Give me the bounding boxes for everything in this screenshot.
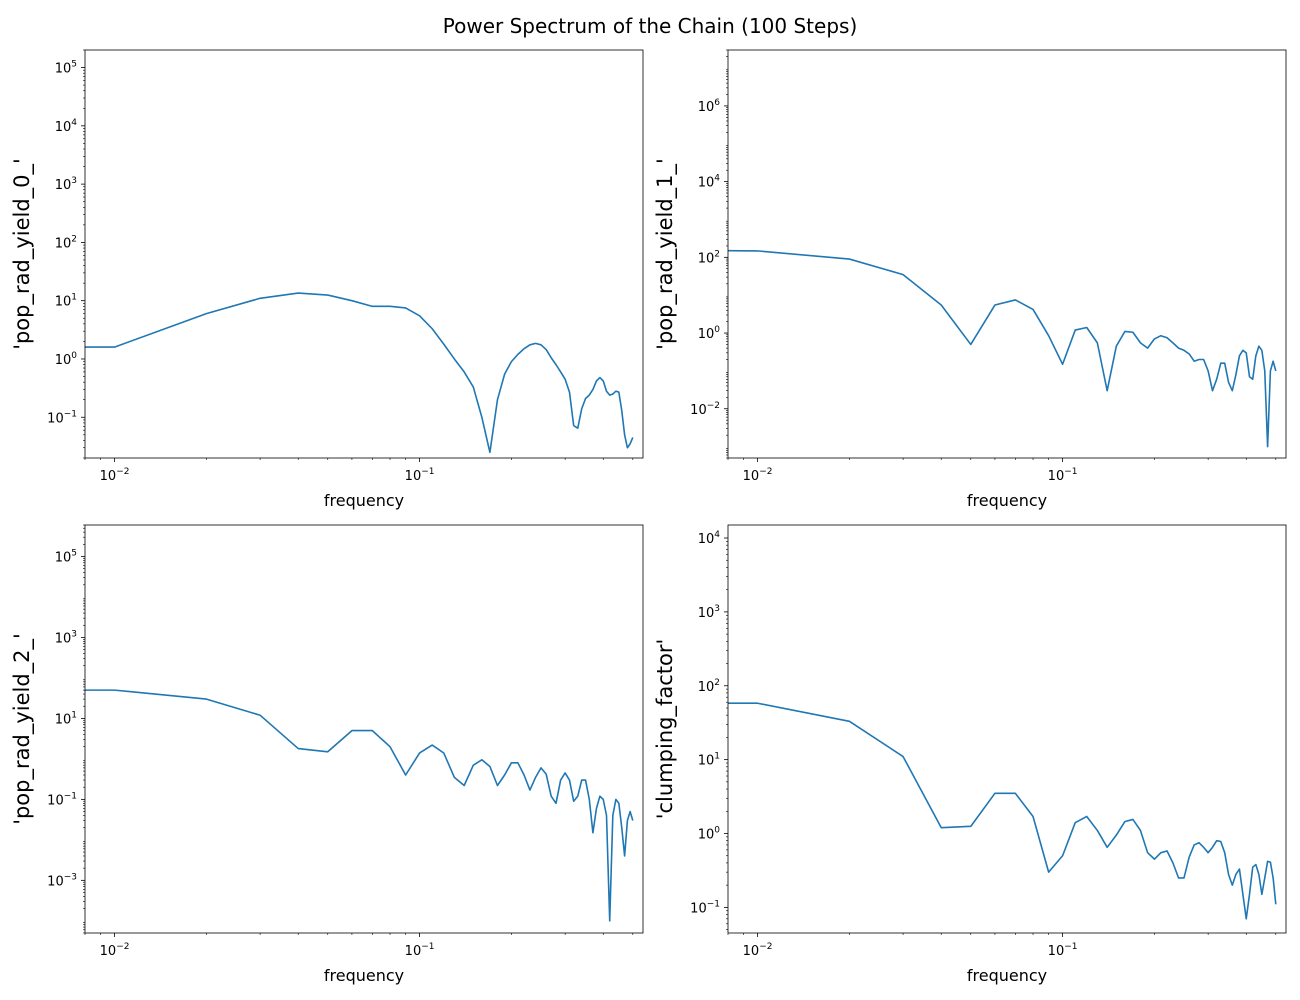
subplot-4: 10−2 10−1 10−1 100 101 102 103 104 frequency 'clu… <box>653 524 1287 985</box>
axes-frame <box>727 524 1287 934</box>
x-axis-label: frequency <box>324 491 404 510</box>
figure-title: Power Spectrum of the Chain (100 Steps) <box>442 14 858 38</box>
y-tick-label: 10−1 <box>47 409 77 426</box>
y-tick-label: 103 <box>55 176 77 193</box>
subplot-1: 10−2 10−1 10−1 100 101 102 103 104 105 frequency '… <box>10 49 644 510</box>
y-tick-label: 105 <box>55 548 77 565</box>
y-tick-label: 100 <box>55 351 78 368</box>
series-line <box>728 249 1277 448</box>
x-tick-label: 10−1 <box>405 942 435 959</box>
y-tick-label: 104 <box>698 174 721 191</box>
y-axis-label: 'clumping_factor' <box>653 639 678 820</box>
y-tick-label: 101 <box>55 293 77 310</box>
y-tick-label: 100 <box>698 826 721 843</box>
y-axis-label: 'pop_rad_yield_2_' <box>10 633 35 825</box>
series-line <box>85 689 634 922</box>
x-tick-label: 10−2 <box>100 942 130 959</box>
y-tick-label: 10−1 <box>47 791 77 808</box>
x-axis-label: frequency <box>967 491 1047 510</box>
axes-frame <box>727 49 1287 459</box>
y-tick-label: 102 <box>698 678 720 695</box>
y-tick-label: 10−1 <box>690 899 720 916</box>
series-line <box>85 292 634 454</box>
y-tick-label: 104 <box>698 530 721 547</box>
x-tick-label: 10−2 <box>100 467 130 484</box>
x-tick-label: 10−2 <box>743 467 773 484</box>
y-axis-label: 'pop_rad_yield_1_' <box>653 158 678 350</box>
axes-frame <box>84 49 644 459</box>
y-tick-label: 100 <box>698 325 721 342</box>
y-tick-label: 10−2 <box>690 401 720 418</box>
x-axis-label: frequency <box>324 966 404 985</box>
subplot-2: 10−2 10−1 10−2 100 102 104 106 frequency 'pop_ra… <box>653 49 1287 510</box>
x-tick-label: 10−2 <box>743 942 773 959</box>
y-tick-label: 10−3 <box>47 872 77 889</box>
y-tick-label: 102 <box>698 249 720 266</box>
y-tick-label: 103 <box>55 629 77 646</box>
y-tick-label: 103 <box>698 604 720 621</box>
x-tick-label: 10−1 <box>1048 942 1078 959</box>
x-axis-label: frequency <box>967 966 1047 985</box>
series-line <box>728 702 1277 920</box>
axes-frame <box>84 524 644 934</box>
x-tick-label: 10−1 <box>1048 467 1078 484</box>
y-tick-label: 105 <box>55 60 77 77</box>
x-tick-label: 10−1 <box>405 467 435 484</box>
y-tick-label: 106 <box>698 98 721 115</box>
y-tick-label: 101 <box>698 752 720 769</box>
subplot-3: 10−2 10−1 10−3 10−1 101 103 105 frequency 'pop_r… <box>10 524 644 985</box>
y-tick-label: 104 <box>55 118 78 135</box>
y-axis-label: 'pop_rad_yield_0_' <box>10 158 35 350</box>
y-tick-label: 102 <box>55 234 77 251</box>
y-tick-label: 101 <box>55 710 77 727</box>
